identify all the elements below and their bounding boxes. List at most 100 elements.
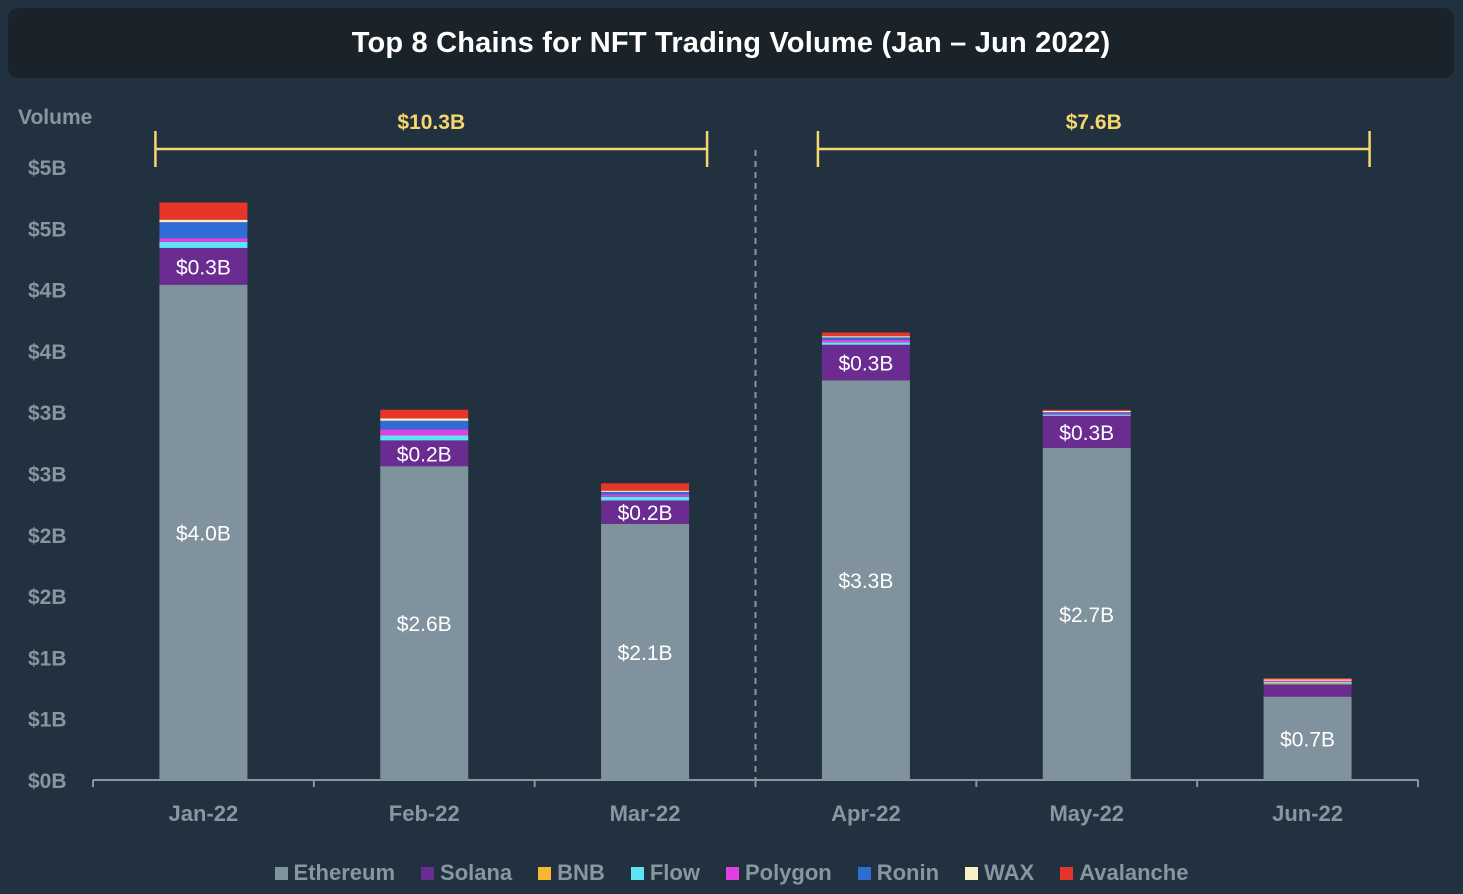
bar-segment-polygon: [159, 238, 248, 242]
x-tick-label: May-22: [1049, 801, 1124, 826]
bar-segment-ronin: [159, 222, 248, 239]
bar-segment-flow: [821, 342, 910, 345]
bar-segment-polygon: [380, 429, 469, 436]
legend-item-bnb: BNB: [538, 860, 605, 886]
y-tick-label: $2B: [28, 586, 67, 609]
y-tick-label: $1B: [28, 709, 67, 732]
bar-segment-flow: [1263, 681, 1352, 684]
legend-item-polygon: Polygon: [725, 860, 832, 886]
bar-segment-ronin: [1042, 412, 1131, 414]
bar-data-label: $0.3B: [1059, 422, 1114, 445]
bar-segment-ronin: [601, 491, 690, 495]
bar-data-label: $2.7B: [1059, 604, 1114, 627]
bar-segment-polygon: [821, 339, 910, 343]
bar-segment-ethereum: [1042, 447, 1131, 780]
bar-segment-ethereum: [821, 380, 910, 780]
bar-segment-bnb: [1263, 683, 1352, 685]
legend-item-wax: WAX: [965, 860, 1034, 886]
legend-swatch: [421, 866, 435, 880]
bar-data-label: $0.2B: [397, 443, 452, 466]
legend-label: Polygon: [744, 860, 832, 885]
bar-segment-solana: [821, 344, 910, 381]
chart-title-bar: Top 8 Chains for NFT Trading Volume (Jan…: [8, 8, 1454, 78]
bar-segment-avalanche: [1042, 409, 1131, 411]
legend-swatch: [965, 866, 979, 880]
y-tick-label: $4B: [28, 341, 67, 364]
bar-segment-wax: [159, 219, 248, 223]
y-tick-label: $2B: [28, 525, 67, 548]
bar-segment-wax: [821, 336, 910, 338]
bar-segment-avalanche: [821, 332, 910, 337]
y-tick-label: $5B: [28, 157, 67, 180]
bar-segment-polygon: [601, 494, 690, 497]
bracket-total-label: $7.6B: [1066, 111, 1122, 134]
chart-legend: Ethereum Solana BNB Flow Polygon Ronin WAX Aval…: [0, 858, 1463, 888]
y-tick-label: $3B: [28, 402, 67, 425]
bar-data-label: $0.7B: [1280, 728, 1335, 751]
bar-segment-solana: [1263, 684, 1352, 697]
bar-segment-flow: [601, 496, 690, 501]
legend-swatch: [630, 866, 644, 880]
bar-data-label: $3.3B: [838, 570, 893, 593]
bar-segment-flow: [380, 435, 469, 441]
legend-label: WAX: [984, 860, 1035, 885]
bar-data-label: $4.0B: [176, 522, 231, 545]
bar-data-label: $0.2B: [618, 502, 673, 525]
bar-segment-ethereum: [1263, 696, 1352, 780]
legend-swatch: [857, 866, 871, 880]
legend-item-ronin: Ronin: [857, 860, 940, 886]
bar-segment-ronin: [380, 420, 469, 430]
legend-label: BNB: [557, 860, 605, 885]
x-tick-label: Mar-22: [610, 801, 681, 826]
legend-item-flow: Flow: [630, 860, 700, 886]
legend-item-ethereum: Ethereum: [274, 860, 396, 886]
legend-label: Ronin: [876, 860, 940, 885]
bar-segment-avalanche: [159, 202, 248, 220]
y-axis-label: Volume: [18, 106, 92, 129]
bar-data-label: $2.1B: [618, 642, 673, 665]
x-tick-label: Apr-22: [831, 801, 901, 826]
y-tick-label: $4B: [28, 280, 67, 303]
legend-item-solana: Solana: [421, 860, 512, 886]
bar-segment-solana: [1042, 415, 1131, 448]
x-tick-label: Jun-22: [1272, 801, 1343, 826]
y-tick-label: $0B: [28, 770, 67, 793]
legend-label: Ethereum: [293, 860, 396, 885]
legend-swatch: [274, 866, 288, 880]
bar-segment-flow: [1042, 414, 1131, 416]
y-tick-label: $3B: [28, 464, 67, 487]
y-tick-label: $1B: [28, 647, 67, 670]
chart-title: Top 8 Chains for NFT Trading Volume (Jan…: [351, 26, 1111, 59]
bar-segment-solana: [159, 247, 248, 285]
legend-label: Flow: [649, 860, 700, 885]
bar-data-label: $0.3B: [838, 353, 893, 376]
y-tick-label: $5B: [28, 218, 67, 241]
x-tick-label: Jan-22: [169, 801, 239, 826]
bar-data-label: $2.6B: [397, 613, 452, 636]
legend-swatch: [1060, 866, 1074, 880]
bracket-total-label: $10.3B: [397, 111, 465, 134]
bar-data-label: $0.3B: [176, 256, 231, 279]
legend-swatch: [725, 866, 739, 880]
bar-segment-solana: [380, 440, 469, 467]
bar-segment-wax: [601, 490, 690, 492]
bar-segment-solana: [601, 500, 690, 524]
bar-segment-ethereum: [380, 466, 469, 780]
bar-segment-polygon: [1263, 680, 1352, 682]
bar-segment-avalanche: [601, 483, 690, 491]
bar-segment-flow: [159, 241, 248, 248]
bar-segment-ethereum: [159, 284, 248, 780]
legend-swatch: [538, 866, 552, 880]
bar-segment-polygon: [1042, 413, 1131, 415]
x-tick-label: Feb-22: [389, 801, 460, 826]
bar-segment-wax: [1042, 410, 1131, 413]
legend-label: Avalanche: [1079, 860, 1189, 885]
bar-segment-ethereum: [601, 523, 690, 780]
legend-label: Solana: [440, 860, 513, 885]
bar-segment-avalanche: [1263, 678, 1352, 680]
bar-segment-wax: [380, 418, 469, 421]
legend-item-avalanche: Avalanche: [1060, 860, 1188, 886]
bar-segment-ronin: [821, 337, 910, 340]
